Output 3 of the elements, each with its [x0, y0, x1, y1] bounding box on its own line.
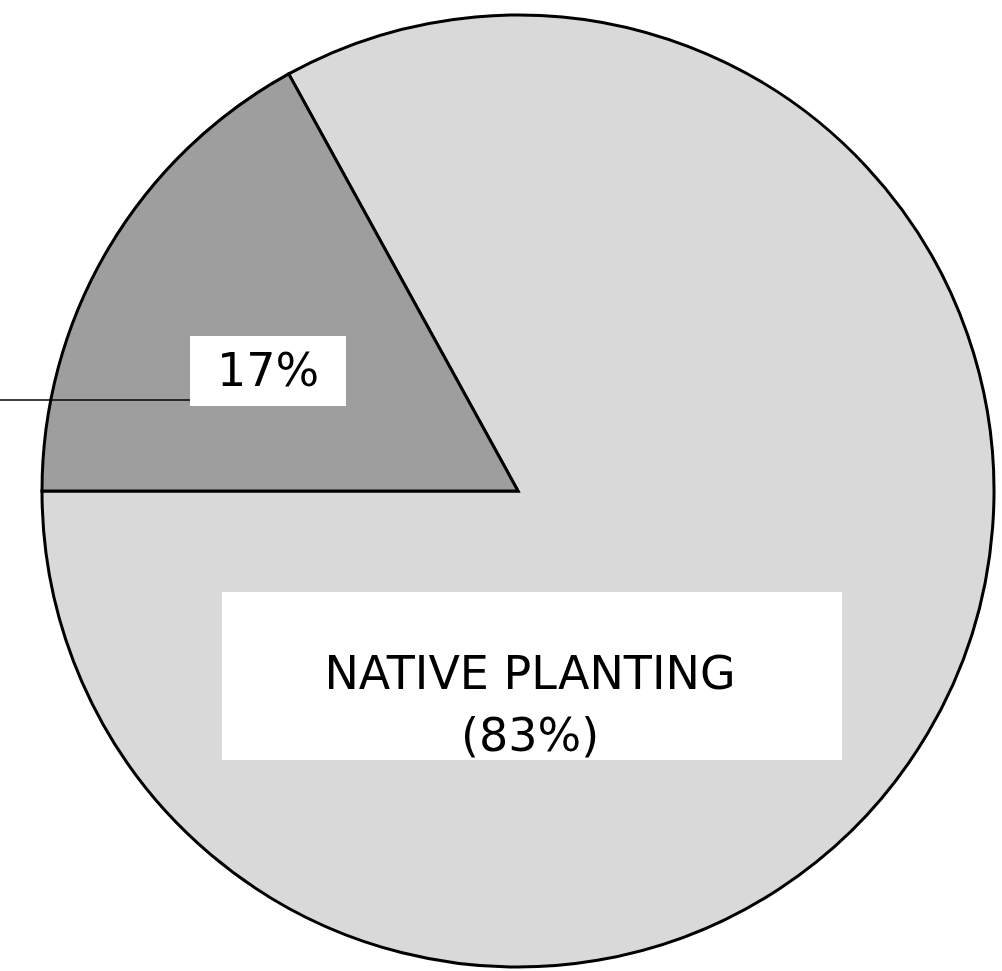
data-label: 17%: [216, 343, 320, 397]
data-label: (83%): [460, 708, 600, 762]
slice-label: NATIVE PLANTING: [324, 646, 736, 700]
